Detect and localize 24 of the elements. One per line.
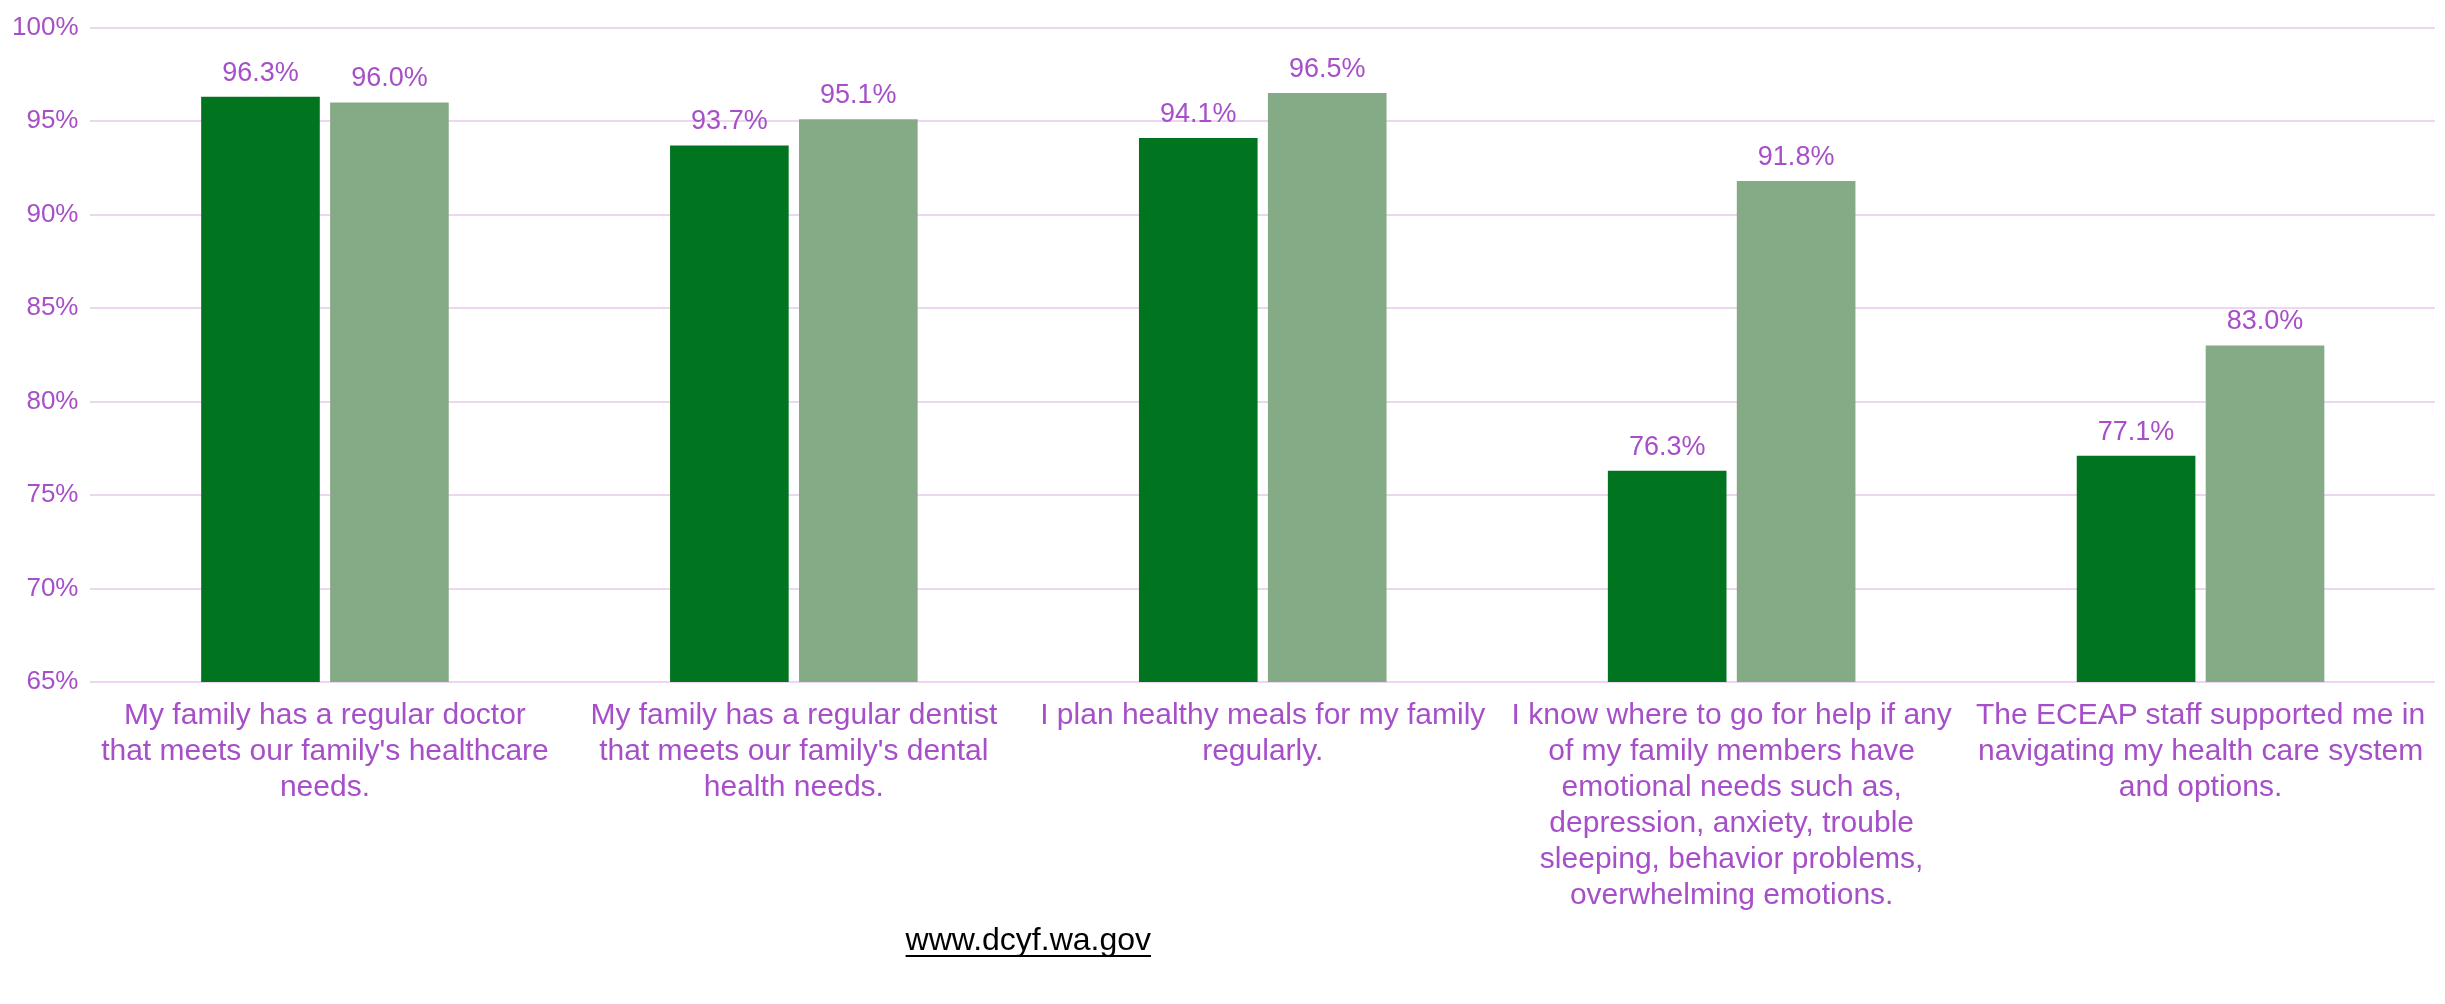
data-label: 91.8% (1757, 140, 1835, 171)
data-label: 96.5% (1288, 52, 1366, 83)
x-tick-label: I know where to go for help if any of my family members have emotional needs such as, depression, anxiety, trouble sleeping, behavior problems, overwhelming emotions. (1511, 697, 1952, 911)
data-label: 77.1% (2097, 415, 2175, 446)
y-tick-label: 85% (26, 291, 79, 322)
x-tick-label: The ECEAP staff supported me in navigating my health care system and options. (1975, 697, 2426, 803)
y-tick-label: 100% (12, 10, 79, 41)
data-label: 76.3% (1628, 430, 1706, 461)
data-label: 96.0% (351, 62, 428, 93)
data-label: 94.1% (1159, 97, 1237, 128)
y-tick-label: 90% (26, 197, 79, 228)
y-tick-label: 75% (26, 478, 79, 509)
y-tick-label: 95% (26, 104, 79, 135)
text: www.dcyf.wa.gov (904, 921, 1152, 957)
y-tick-label: 70% (26, 571, 79, 602)
x-tick-label: I plan healthy meals for my family regularly. (1040, 697, 1486, 767)
x-tick-label: My family has a regular doctor that meets our family's healthcare needs. (101, 697, 549, 803)
data-label: 96.3% (222, 56, 299, 87)
y-tick-label: 65% (26, 665, 79, 696)
x-tick-label: My family has a regular dentist that meets our family's dental health needs. (590, 697, 998, 803)
data-label: 93.7% (691, 105, 768, 136)
data-label: 95.1% (820, 79, 897, 110)
data-label: 83.0% (2226, 305, 2304, 336)
y-tick-label: 80% (26, 384, 79, 415)
